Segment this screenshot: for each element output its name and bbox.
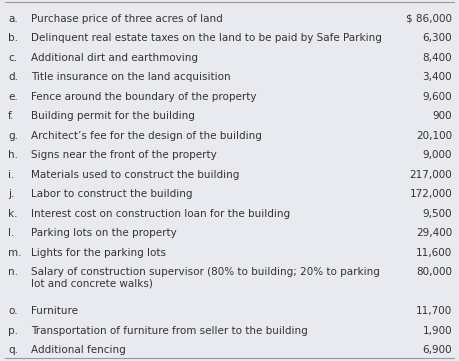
Text: Salary of construction supervisor (80% to building; 20% to parking
lot and concr: Salary of construction supervisor (80% t… — [31, 267, 380, 289]
Text: Building permit for the building: Building permit for the building — [31, 111, 195, 121]
Text: 9,500: 9,500 — [422, 209, 452, 219]
Text: d.: d. — [8, 72, 18, 82]
Text: e.: e. — [8, 92, 18, 102]
Text: 9,000: 9,000 — [423, 150, 452, 160]
Text: 6,300: 6,300 — [422, 33, 452, 43]
Text: m.: m. — [8, 248, 22, 258]
Text: $ 86,000: $ 86,000 — [406, 14, 452, 24]
Text: Architect’s fee for the design of the building: Architect’s fee for the design of the bu… — [31, 131, 262, 141]
Text: Fence around the boundary of the property: Fence around the boundary of the propert… — [31, 92, 257, 102]
Text: l.: l. — [8, 228, 15, 238]
Text: Interest cost on construction loan for the building: Interest cost on construction loan for t… — [31, 209, 291, 219]
Text: Transportation of furniture from seller to the building: Transportation of furniture from seller … — [31, 326, 308, 336]
Text: Materials used to construct the building: Materials used to construct the building — [31, 170, 240, 180]
Text: 900: 900 — [432, 111, 452, 121]
Text: Signs near the front of the property: Signs near the front of the property — [31, 150, 217, 160]
Text: Additional fencing: Additional fencing — [31, 345, 126, 355]
Text: Delinquent real estate taxes on the land to be paid by Safe Parking: Delinquent real estate taxes on the land… — [31, 33, 382, 43]
Text: f.: f. — [8, 111, 15, 121]
Text: 1,900: 1,900 — [422, 326, 452, 336]
Text: o.: o. — [8, 306, 18, 316]
Text: Lights for the parking lots: Lights for the parking lots — [31, 248, 166, 258]
Text: c.: c. — [8, 53, 17, 63]
Text: 3,400: 3,400 — [422, 72, 452, 82]
Text: Furniture: Furniture — [31, 306, 78, 316]
Text: q.: q. — [8, 345, 18, 355]
Text: p.: p. — [8, 326, 18, 336]
Text: Additional dirt and earthmoving: Additional dirt and earthmoving — [31, 53, 198, 63]
Text: k.: k. — [8, 209, 18, 219]
Text: g.: g. — [8, 131, 18, 141]
Text: 9,600: 9,600 — [422, 92, 452, 102]
Text: i.: i. — [8, 170, 15, 180]
Text: 11,700: 11,700 — [416, 306, 452, 316]
Text: a.: a. — [8, 14, 18, 24]
Text: 20,100: 20,100 — [416, 131, 452, 141]
Text: 11,600: 11,600 — [416, 248, 452, 258]
Text: 172,000: 172,000 — [409, 189, 452, 199]
Text: 6,900: 6,900 — [422, 345, 452, 355]
Text: 80,000: 80,000 — [416, 267, 452, 277]
Text: Title insurance on the land acquisition: Title insurance on the land acquisition — [31, 72, 231, 82]
Text: j.: j. — [8, 189, 15, 199]
Text: 29,400: 29,400 — [416, 228, 452, 238]
Text: Parking lots on the property: Parking lots on the property — [31, 228, 177, 238]
Text: 217,000: 217,000 — [409, 170, 452, 180]
Text: Purchase price of three acres of land: Purchase price of three acres of land — [31, 14, 223, 24]
Text: b.: b. — [8, 33, 18, 43]
Text: Labor to construct the building: Labor to construct the building — [31, 189, 193, 199]
Text: h.: h. — [8, 150, 18, 160]
Text: n.: n. — [8, 267, 18, 277]
Text: 8,400: 8,400 — [422, 53, 452, 63]
